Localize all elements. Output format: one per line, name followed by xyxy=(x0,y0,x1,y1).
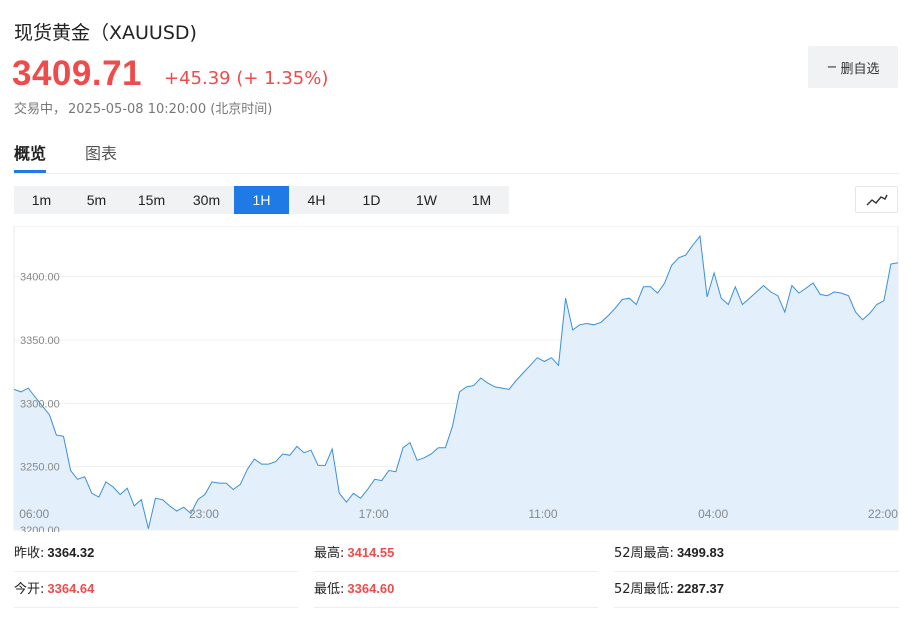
series-line xyxy=(13,234,899,529)
x-tick-label: 04:00 xyxy=(698,507,728,521)
tab-chart[interactable]: 图表 xyxy=(85,144,118,163)
stat-low: 最低: 3364.60 xyxy=(314,574,598,608)
price-change: +45.39 (+ 1.35%) xyxy=(164,68,329,89)
stat-label: 最高: xyxy=(314,546,345,561)
y-tick-label: 3400.00 xyxy=(20,272,60,284)
stat-52w-high: 52周最高: 3499.83 xyxy=(614,538,899,572)
stat-value: 3364.64 xyxy=(47,581,95,596)
series-area xyxy=(14,236,898,530)
line-chart-icon xyxy=(866,194,888,205)
x-tick-label: 22:00 xyxy=(868,507,898,521)
chart-type-button[interactable] xyxy=(855,186,898,213)
stat-value: 3364.60 xyxy=(347,581,395,596)
watchlist-button-label: 删自选 xyxy=(840,61,880,77)
current-price: 3409.71 xyxy=(12,54,143,93)
stat-value: 3499.83 xyxy=(676,545,724,560)
stat-value: 3364.32 xyxy=(47,545,95,560)
main-tabs: 概览 图表 xyxy=(14,140,899,174)
period-1mo[interactable]: 1M xyxy=(471,192,492,208)
period-1d[interactable]: 1D xyxy=(362,192,381,208)
page-title: 现货黄金（XAUUSD) xyxy=(14,22,197,44)
x-tick-label: 23:00 xyxy=(189,507,219,521)
y-tick-label: 3350.00 xyxy=(20,335,60,347)
y-tick-label: 3250.00 xyxy=(20,462,60,474)
stat-label: 52周最高: xyxy=(614,546,674,561)
stat-label: 最低: xyxy=(314,582,345,597)
stat-52w-low: 52周最低: 2287.37 xyxy=(614,574,899,608)
trading-status: 交易中， 2025-05-08 10:20:00 (北京时间) xyxy=(14,98,272,117)
price-chart: 3200.00 3250.00 3300.00 3350.00 3400.00 06:00… xyxy=(13,226,899,532)
minus-icon: − xyxy=(826,59,838,75)
stat-value: 3414.55 xyxy=(347,545,395,560)
stat-value: 2287.37 xyxy=(676,581,724,596)
y-tick-label: 3300.00 xyxy=(20,398,60,410)
period-1h[interactable]: 1H xyxy=(234,186,289,214)
x-tick-label: 11:00 xyxy=(528,507,557,521)
period-4h[interactable]: 4H xyxy=(307,192,326,208)
stat-label: 昨收: xyxy=(14,546,45,561)
status-time: 2025-05-08 10:20:00 (北京时间) xyxy=(68,102,273,117)
y-tick-label: 3200.00 xyxy=(20,525,60,532)
period-selector: 1m 5m 15m 30m 1H 4H 1D 1W 1M xyxy=(14,186,509,214)
stat-label: 52周最低: xyxy=(614,582,674,597)
period-30m[interactable]: 30m xyxy=(192,192,221,208)
stat-prev-close: 昨收: 3364.32 xyxy=(14,538,298,572)
stat-open: 今开: 3364.64 xyxy=(14,574,298,608)
period-15m[interactable]: 15m xyxy=(137,192,166,208)
period-5m[interactable]: 5m xyxy=(86,192,107,208)
stat-high: 最高: 3414.55 xyxy=(314,538,598,572)
remove-watchlist-button[interactable]: − 删自选 xyxy=(808,46,898,88)
period-1m[interactable]: 1m xyxy=(31,192,52,208)
stat-label: 今开: xyxy=(14,582,45,597)
status-label: 交易中， xyxy=(14,102,67,117)
x-tick-label: 17:00 xyxy=(359,507,389,521)
period-1w[interactable]: 1W xyxy=(416,192,437,208)
x-tick-label: 06:00 xyxy=(19,507,49,521)
tab-overview[interactable]: 概览 xyxy=(14,140,46,173)
